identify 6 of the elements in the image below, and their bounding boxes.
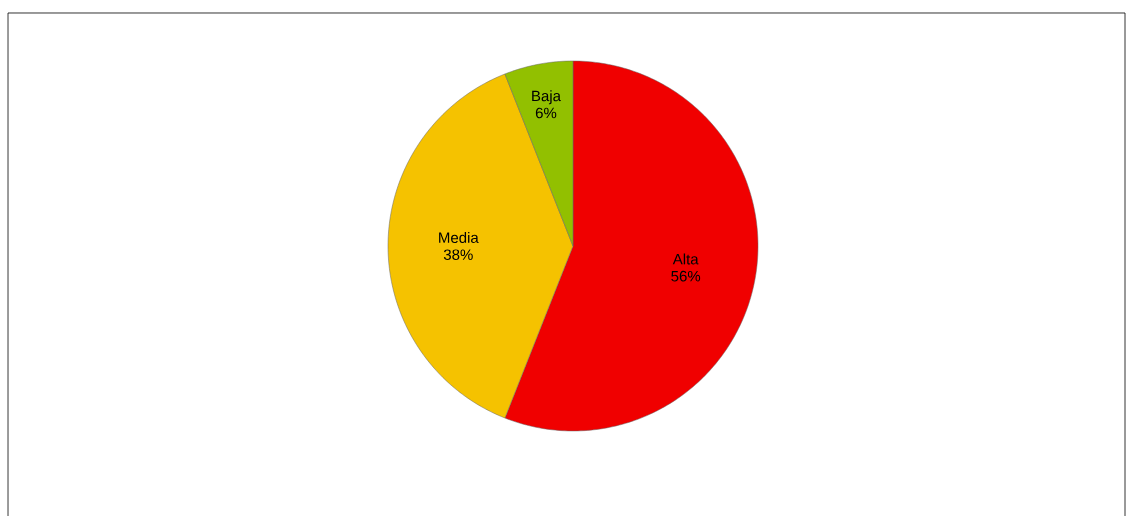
data-label: 6% xyxy=(535,107,557,119)
slice-label: Alta xyxy=(672,253,699,265)
data-label: 38% xyxy=(443,249,473,260)
slice-label: Media xyxy=(439,231,479,243)
slice-label: Baja xyxy=(532,90,561,105)
data-label: 56% xyxy=(671,270,701,282)
